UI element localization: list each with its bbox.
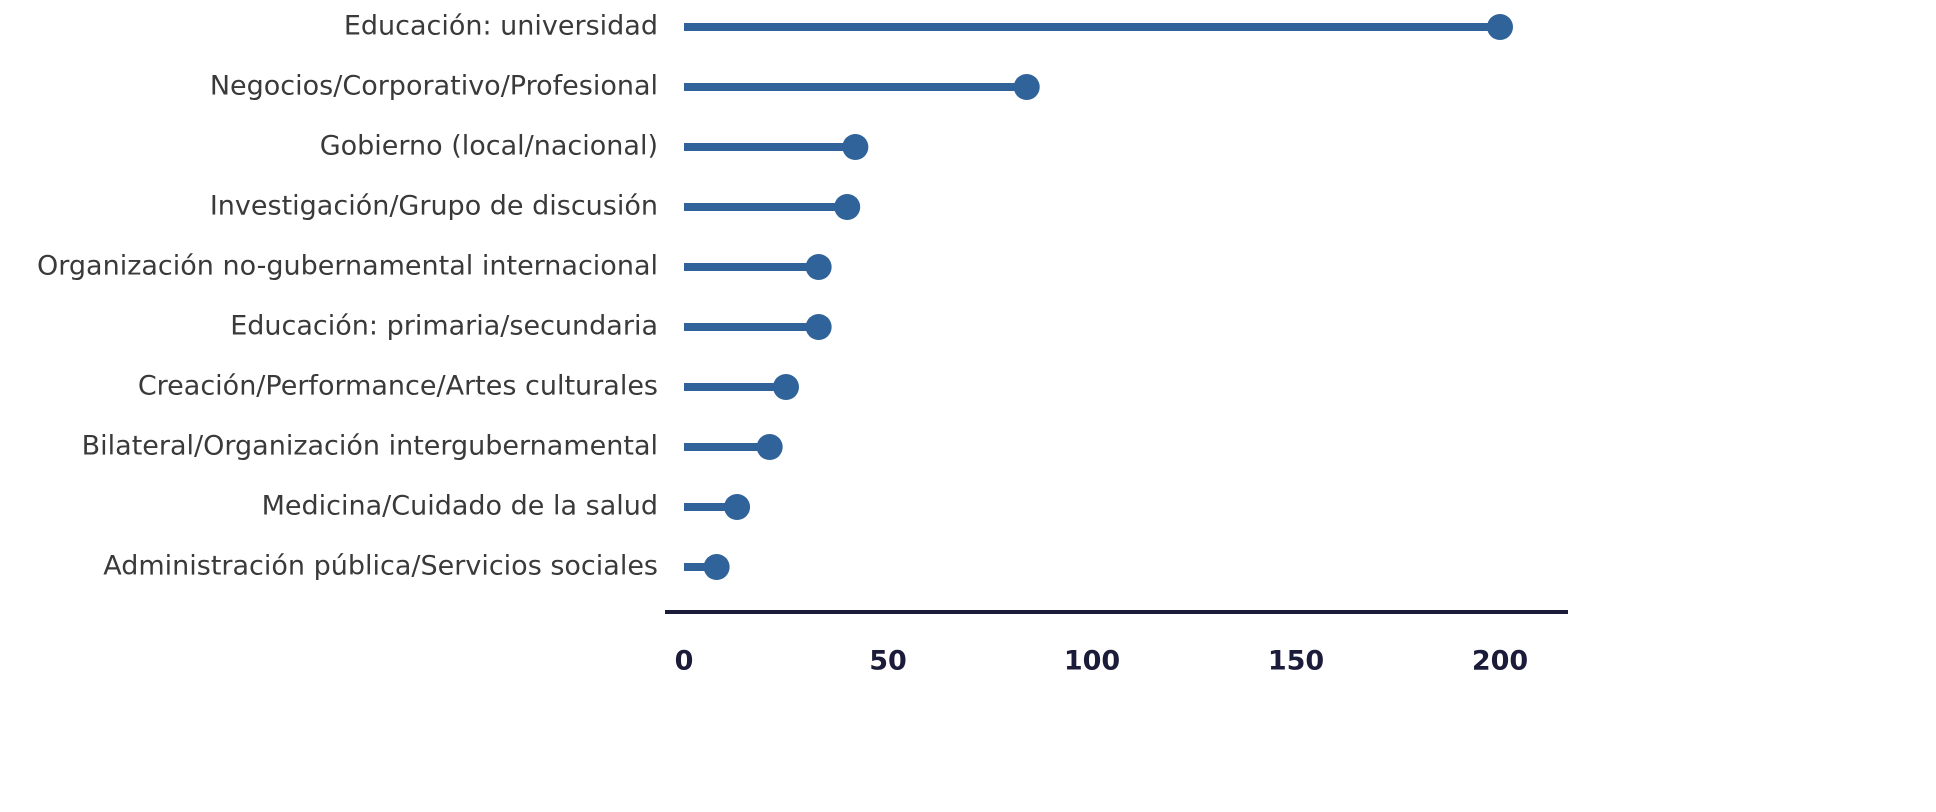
x-tick-label: 50 [869,646,907,677]
y-tick-label: Gobierno (local/nacional) [320,131,658,162]
y-tick-label: Creación/Performance/Artes culturales [138,371,658,402]
dot [805,254,832,280]
y-tick-label: Bilateral/Organización intergubernamenta… [82,431,658,462]
dot [805,314,832,340]
x-tick-label: 100 [1064,646,1120,677]
dot [724,494,751,520]
dot [773,374,799,400]
y-tick-label: Organización no-gubernamental internacio… [37,251,658,282]
dot [756,434,783,460]
y-tick-label: Medicina/Cuidado de la salud [262,491,658,522]
y-tick-label: Investigación/Grupo de discusión [210,191,658,222]
dot [842,134,869,160]
dot [834,194,861,220]
x-tick-label: 150 [1268,646,1324,677]
y-tick-label: Educación: primaria/secundaria [230,311,658,342]
dot [703,554,730,580]
x-tick-label: 200 [1472,646,1528,677]
x-tick-label: 0 [675,646,694,677]
dot [1013,74,1040,100]
y-tick-label: Negocios/Corporativo/Profesional [210,71,658,102]
y-tick-label: Administración pública/Servicios sociale… [103,551,658,582]
dot [1487,14,1513,40]
y-tick-label: Educación: universidad [344,11,658,42]
